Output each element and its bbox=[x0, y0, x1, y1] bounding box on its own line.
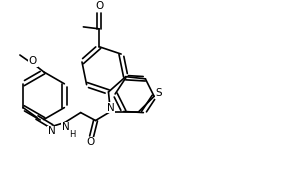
Text: O: O bbox=[95, 1, 103, 11]
Text: O: O bbox=[87, 137, 95, 147]
Text: H: H bbox=[70, 130, 76, 139]
Text: S: S bbox=[156, 88, 162, 98]
Text: S: S bbox=[156, 88, 162, 98]
Text: N: N bbox=[62, 123, 70, 132]
Text: N: N bbox=[48, 126, 56, 136]
Text: O: O bbox=[29, 56, 37, 66]
Text: N: N bbox=[107, 103, 114, 113]
